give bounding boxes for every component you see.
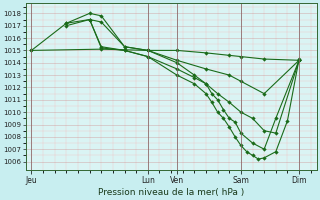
X-axis label: Pression niveau de la mer( hPa ): Pression niveau de la mer( hPa ) <box>98 188 244 197</box>
